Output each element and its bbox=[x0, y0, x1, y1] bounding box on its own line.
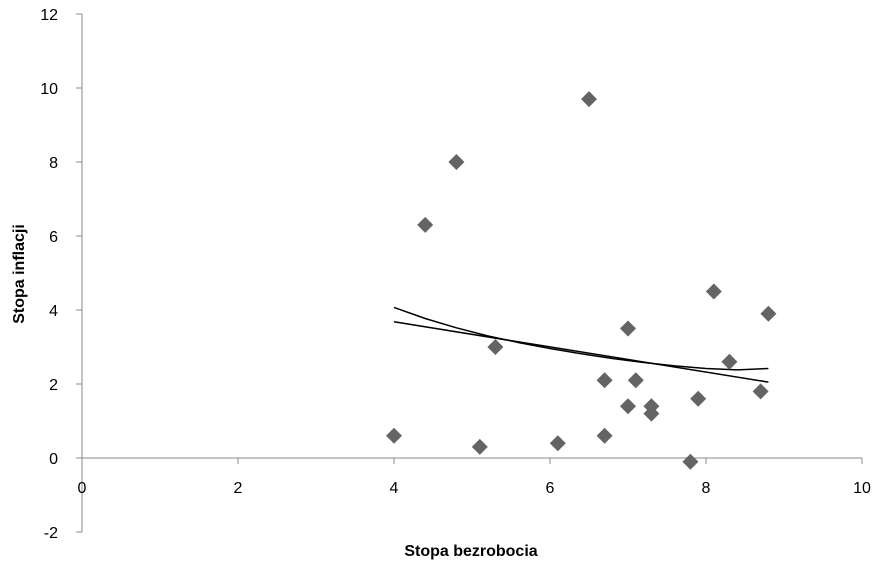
curve-trendline bbox=[393, 306, 769, 371]
data-point bbox=[721, 353, 738, 370]
y-tick-label: 8 bbox=[49, 155, 58, 172]
data-point bbox=[690, 390, 707, 407]
y-tick-label: -2 bbox=[44, 525, 58, 542]
trendlines bbox=[393, 306, 769, 383]
y-axis-title: Stopa inflacji bbox=[11, 224, 28, 324]
data-point bbox=[417, 216, 434, 233]
x-axis-title: Stopa bezrobocia bbox=[404, 543, 537, 560]
x-tick-label: 4 bbox=[390, 480, 399, 497]
data-point bbox=[620, 320, 636, 337]
data-point bbox=[643, 398, 660, 415]
y-tick-label: 2 bbox=[49, 377, 58, 394]
x-tick-label: 2 bbox=[234, 480, 243, 497]
data-point bbox=[752, 383, 769, 400]
data-point bbox=[682, 453, 699, 470]
data-point bbox=[549, 435, 566, 452]
data-point bbox=[620, 398, 636, 415]
data-point bbox=[705, 283, 722, 300]
linear-trendline bbox=[393, 321, 769, 383]
y-tick-label: 12 bbox=[40, 7, 58, 24]
data-point bbox=[581, 91, 597, 108]
x-tick-label: 6 bbox=[546, 480, 555, 497]
data-point bbox=[448, 154, 465, 170]
x-axis-ticks: 0 2 4 6 8 10 bbox=[78, 458, 871, 497]
data-point bbox=[627, 372, 644, 389]
x-tick-label: 0 bbox=[78, 480, 87, 497]
data-point bbox=[596, 427, 613, 444]
y-tick-label: 0 bbox=[49, 451, 58, 468]
data-point bbox=[386, 427, 402, 444]
x-tick-label: 8 bbox=[702, 480, 711, 497]
y-axis-ticks: -2 0 2 4 6 8 10 12 bbox=[40, 7, 82, 542]
data-point bbox=[760, 305, 777, 322]
y-tick-label: 4 bbox=[49, 303, 58, 320]
data-point bbox=[487, 339, 504, 355]
x-tick-label: 10 bbox=[853, 480, 871, 497]
y-tick-label: 6 bbox=[49, 229, 58, 246]
data-point bbox=[471, 438, 488, 455]
data-points bbox=[386, 91, 777, 470]
y-tick-label: 10 bbox=[40, 81, 58, 98]
axes bbox=[81, 14, 862, 532]
data-point bbox=[596, 372, 613, 389]
